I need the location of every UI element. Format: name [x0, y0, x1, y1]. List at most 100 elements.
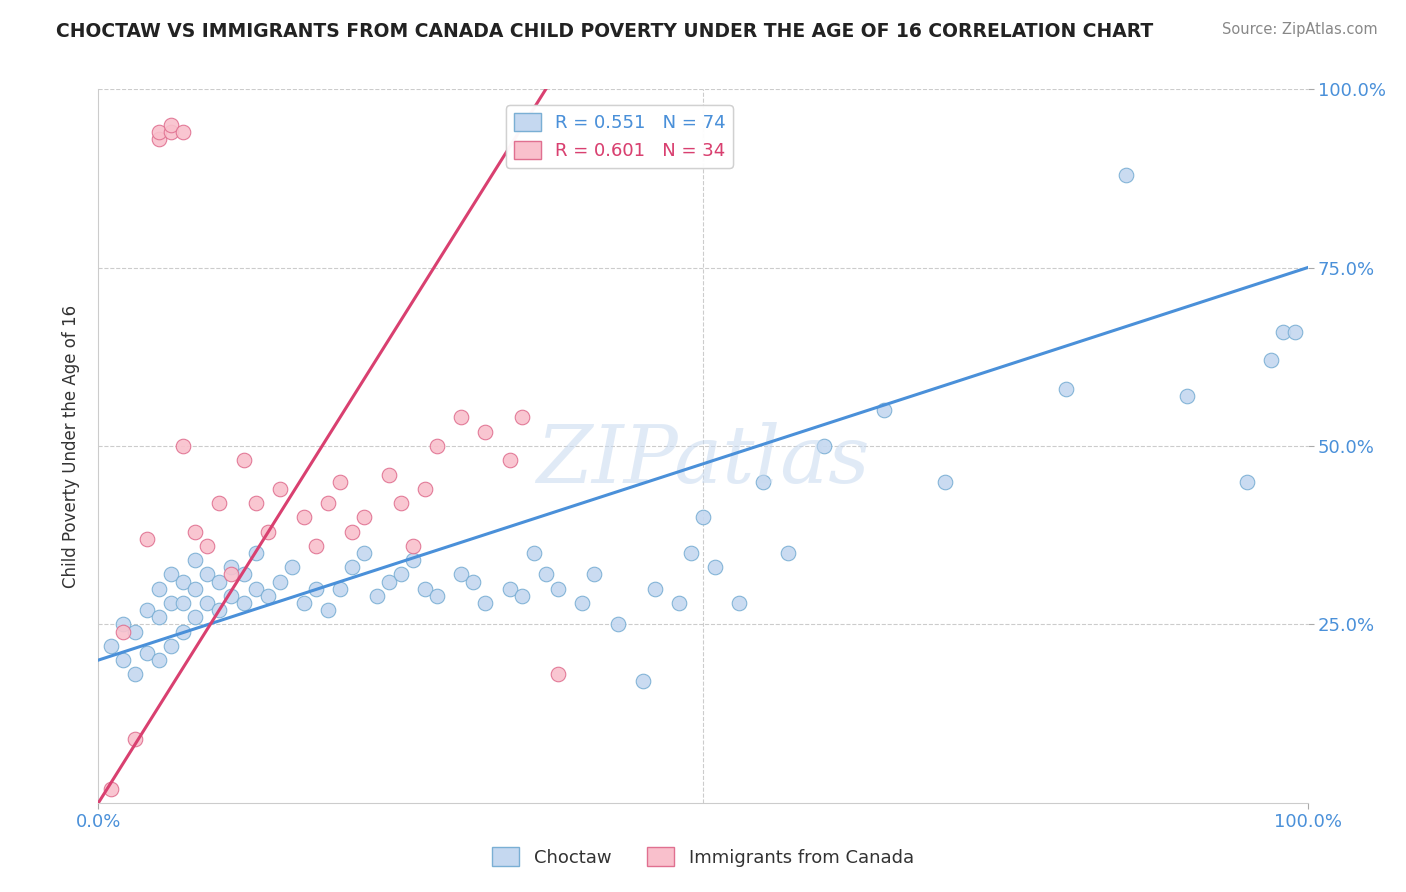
Point — [1175, 389, 1198, 403]
Point — [510, 589, 533, 603]
Point — [232, 453, 254, 467]
Point — [402, 553, 425, 567]
Point — [607, 617, 630, 632]
Point — [124, 731, 146, 746]
Point — [1236, 475, 1258, 489]
Point — [184, 553, 207, 567]
Point — [148, 125, 170, 139]
Point — [547, 667, 569, 681]
Point — [245, 582, 267, 596]
Point — [366, 589, 388, 603]
Point — [245, 496, 267, 510]
Point — [172, 574, 194, 589]
Point — [208, 496, 231, 510]
Point — [353, 510, 375, 524]
Point — [221, 560, 243, 574]
Point — [148, 610, 170, 624]
Point — [221, 567, 243, 582]
Point — [256, 524, 278, 539]
Point — [644, 582, 666, 596]
Point — [184, 610, 207, 624]
Legend: Choctaw, Immigrants from Canada: Choctaw, Immigrants from Canada — [485, 840, 921, 874]
Y-axis label: Child Poverty Under the Age of 16: Child Poverty Under the Age of 16 — [62, 304, 80, 588]
Point — [184, 524, 207, 539]
Point — [498, 582, 520, 596]
Point — [148, 132, 170, 146]
Point — [571, 596, 593, 610]
Point — [389, 496, 412, 510]
Point — [160, 567, 183, 582]
Point — [135, 603, 157, 617]
Point — [160, 118, 183, 132]
Point — [873, 403, 896, 417]
Legend: R = 0.551   N = 74, R = 0.601   N = 34: R = 0.551 N = 74, R = 0.601 N = 34 — [506, 105, 733, 168]
Point — [679, 546, 702, 560]
Point — [353, 546, 375, 560]
Point — [329, 582, 352, 596]
Point — [692, 510, 714, 524]
Point — [377, 574, 399, 589]
Point — [195, 567, 218, 582]
Point — [124, 624, 146, 639]
Point — [184, 582, 207, 596]
Point — [377, 467, 399, 482]
Point — [498, 453, 520, 467]
Point — [232, 567, 254, 582]
Point — [1054, 382, 1077, 396]
Point — [148, 582, 170, 596]
Point — [195, 539, 218, 553]
Point — [426, 589, 449, 603]
Point — [160, 596, 183, 610]
Point — [426, 439, 449, 453]
Point — [474, 425, 496, 439]
Point — [172, 624, 194, 639]
Point — [534, 567, 557, 582]
Point — [208, 574, 231, 589]
Point — [413, 582, 436, 596]
Point — [221, 589, 243, 603]
Point — [474, 596, 496, 610]
Point — [292, 596, 315, 610]
Text: CHOCTAW VS IMMIGRANTS FROM CANADA CHILD POVERTY UNDER THE AGE OF 16 CORRELATION : CHOCTAW VS IMMIGRANTS FROM CANADA CHILD … — [56, 22, 1153, 41]
Point — [305, 582, 328, 596]
Point — [776, 546, 799, 560]
Point — [583, 567, 606, 582]
Point — [245, 546, 267, 560]
Point — [269, 482, 291, 496]
Point — [172, 125, 194, 139]
Point — [342, 524, 364, 539]
Point — [329, 475, 352, 489]
Point — [668, 596, 690, 610]
Point — [450, 410, 472, 425]
Point — [100, 639, 122, 653]
Point — [172, 439, 194, 453]
Point — [413, 482, 436, 496]
Point — [124, 667, 146, 681]
Point — [342, 560, 364, 574]
Point — [752, 475, 775, 489]
Point — [292, 510, 315, 524]
Point — [316, 603, 339, 617]
Point — [111, 617, 134, 632]
Point — [232, 596, 254, 610]
Point — [1284, 325, 1306, 339]
Point — [1115, 168, 1137, 182]
Point — [547, 582, 569, 596]
Point — [450, 567, 472, 582]
Point — [269, 574, 291, 589]
Point — [813, 439, 835, 453]
Point — [256, 589, 278, 603]
Point — [160, 639, 183, 653]
Point — [195, 596, 218, 610]
Point — [305, 539, 328, 553]
Point — [208, 603, 231, 617]
Point — [728, 596, 751, 610]
Text: ZIPatlas: ZIPatlas — [536, 422, 870, 499]
Point — [135, 532, 157, 546]
Text: Source: ZipAtlas.com: Source: ZipAtlas.com — [1222, 22, 1378, 37]
Point — [316, 496, 339, 510]
Point — [1272, 325, 1295, 339]
Point — [111, 653, 134, 667]
Point — [523, 546, 546, 560]
Point — [704, 560, 727, 574]
